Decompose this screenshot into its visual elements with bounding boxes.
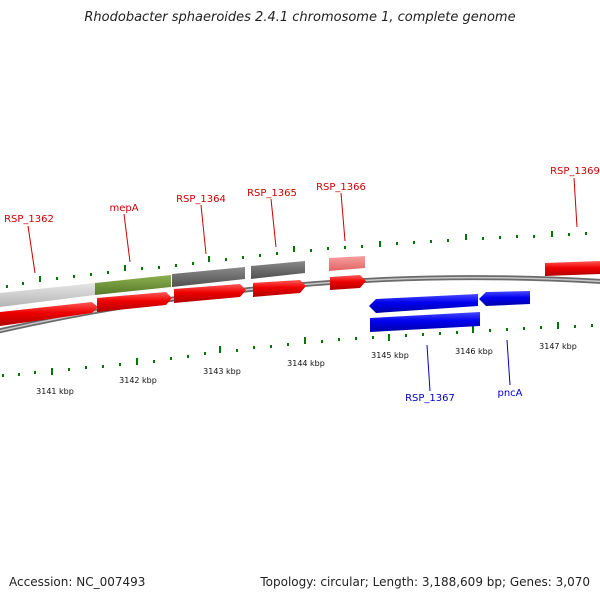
axis-label-3144: 3144 kbp [287, 359, 325, 368]
gene-label-rsp1367[interactable]: RSP_1367 [405, 393, 455, 404]
gene-arrow-rsp1366[interactable] [330, 275, 366, 290]
gene-label-rsp1369[interactable]: RSP_1369 [550, 166, 600, 177]
gene-label-pncA[interactable]: pncA [497, 388, 522, 399]
forward-gene-track [0, 261, 600, 326]
gene-arrow-pncA[interactable] [479, 291, 530, 306]
feature-track [0, 256, 365, 307]
axis-label-3145: 3145 kbp [371, 351, 409, 360]
axis-label-3141: 3141 kbp [36, 387, 74, 396]
feature-block-light [0, 283, 95, 307]
gene-arrow-mepA[interactable] [97, 292, 172, 312]
feature-block-dark-1 [172, 267, 245, 287]
gene-arrow-rsp1369[interactable] [545, 261, 600, 276]
gene-label-mepA[interactable]: mepA [109, 203, 138, 214]
gene-label-rsp1362[interactable]: RSP_1362 [4, 214, 54, 225]
feature-block-green [95, 275, 171, 295]
axis-label-3142: 3142 kbp [119, 376, 157, 385]
gene-labels: RSP_1362 mepA RSP_1364 RSP_1365 RSP_1366… [4, 166, 600, 404]
map-title: Rhodobacter sphaeroides 2.4.1 chromosome… [84, 10, 516, 25]
gene-block-rsp1367-inner [370, 312, 480, 332]
outer-tick-track [6, 231, 587, 288]
inner-tick-track [2, 322, 593, 377]
gene-label-rsp1364[interactable]: RSP_1364 [176, 194, 226, 205]
gene-arrow-rsp1367[interactable] [369, 294, 478, 313]
axis-labels: 3141 kbp 3142 kbp 3143 kbp 3144 kbp 3145… [36, 342, 577, 396]
axis-label-3143: 3143 kbp [203, 367, 241, 376]
gene-arrow-rsp1364[interactable] [174, 284, 246, 303]
accession-label: Accession: NC_007493 [9, 575, 146, 589]
reverse-gene-track [369, 291, 530, 332]
gene-label-leaders [27, 177, 578, 392]
gene-label-rsp1366[interactable]: RSP_1366 [316, 182, 366, 193]
feature-block-dark-2 [251, 261, 305, 279]
gene-arrow-rsp1365[interactable] [253, 280, 306, 297]
feature-block-pink [329, 256, 365, 271]
axis-label-3147: 3147 kbp [539, 342, 577, 351]
genome-metadata: Topology: circular; Length: 3,188,609 bp… [260, 575, 590, 589]
gene-label-rsp1365[interactable]: RSP_1365 [247, 188, 297, 199]
axis-label-3146: 3146 kbp [455, 347, 493, 356]
gene-arrow-rsp1362[interactable] [0, 302, 98, 326]
